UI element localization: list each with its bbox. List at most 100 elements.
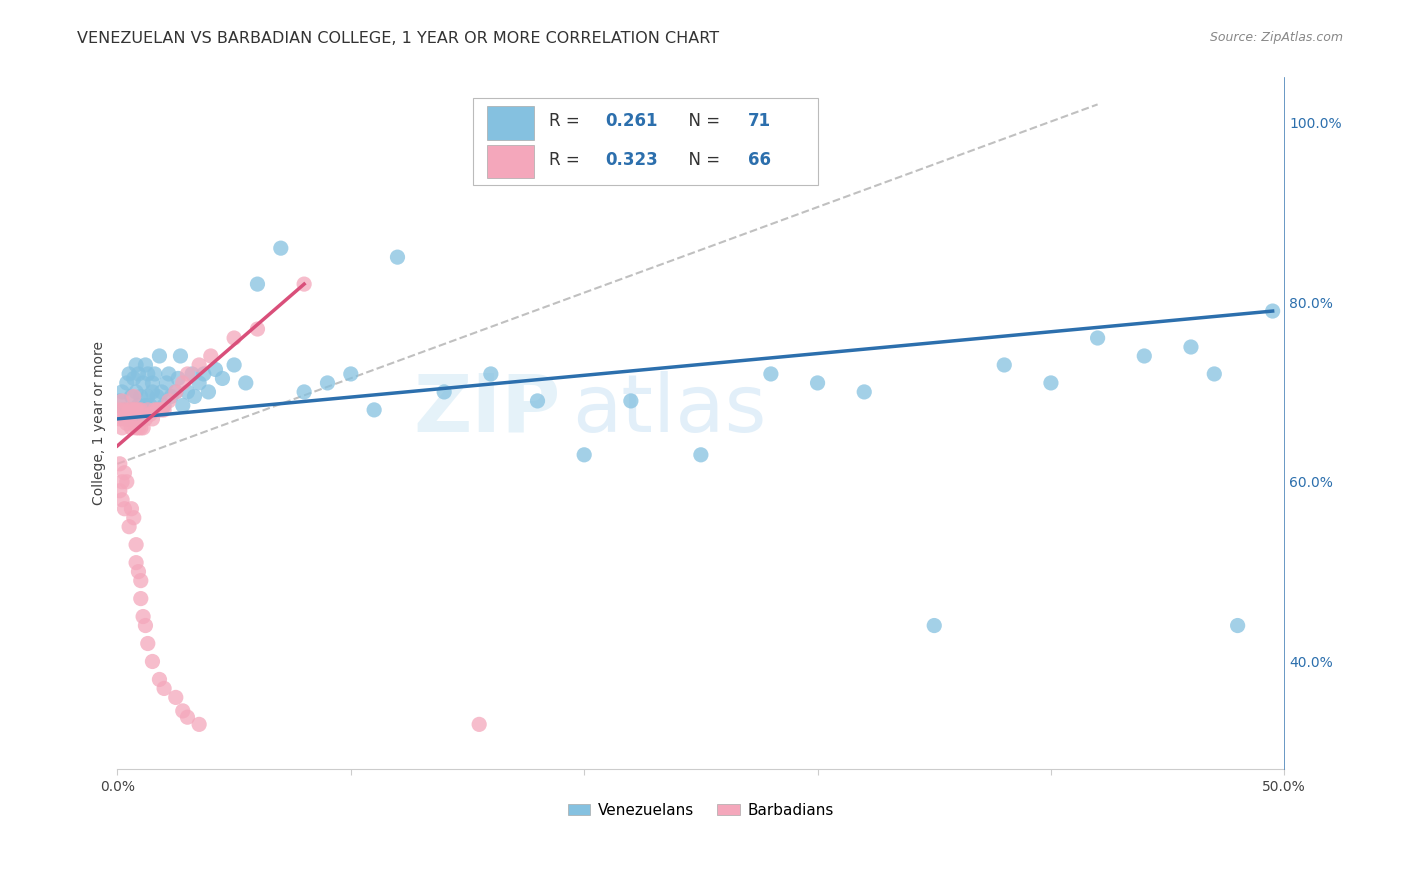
Point <box>292 384 315 399</box>
Point <box>143 367 166 381</box>
Point <box>114 403 136 417</box>
Point <box>176 367 198 381</box>
Point <box>122 412 145 426</box>
Point <box>139 408 162 422</box>
Point <box>235 376 257 390</box>
FancyBboxPatch shape <box>474 98 817 185</box>
Text: 0.261: 0.261 <box>605 112 658 130</box>
Point <box>134 412 156 426</box>
Point <box>136 636 159 650</box>
Text: ZIP: ZIP <box>413 370 561 449</box>
Point <box>120 501 142 516</box>
Point <box>1261 304 1284 318</box>
Point <box>129 412 152 426</box>
Point <box>125 358 148 372</box>
Point <box>211 371 233 385</box>
Text: 0.323: 0.323 <box>605 152 658 169</box>
Point <box>169 349 191 363</box>
Point <box>1133 349 1156 363</box>
Point <box>188 717 211 731</box>
Point <box>204 362 226 376</box>
Text: atlas: atlas <box>572 370 766 449</box>
Point <box>148 673 170 687</box>
Point <box>172 376 194 390</box>
Point <box>153 398 176 412</box>
Point <box>134 618 156 632</box>
Point <box>160 389 183 403</box>
Point <box>1226 618 1249 632</box>
Point <box>125 538 148 552</box>
Point <box>433 384 456 399</box>
Point <box>1087 331 1109 345</box>
Point <box>122 389 145 403</box>
Point <box>759 367 782 381</box>
Point <box>115 408 138 422</box>
Point <box>1039 376 1062 390</box>
Point <box>129 591 152 606</box>
Point <box>224 331 246 345</box>
Point <box>108 412 131 426</box>
Point <box>165 384 187 399</box>
Point <box>172 704 194 718</box>
Point <box>127 421 149 435</box>
Point <box>176 710 198 724</box>
Y-axis label: College, 1 year or more: College, 1 year or more <box>93 342 107 506</box>
Point <box>111 384 134 399</box>
Point <box>167 371 190 385</box>
Point <box>122 510 145 524</box>
Point <box>148 349 170 363</box>
Point <box>141 655 163 669</box>
Point <box>111 475 134 489</box>
Point <box>120 403 142 417</box>
Point <box>136 367 159 381</box>
Point <box>141 412 163 426</box>
Point <box>197 384 219 399</box>
Point <box>136 403 159 417</box>
Point <box>114 501 136 516</box>
Point <box>120 403 142 417</box>
Point <box>115 376 138 390</box>
Legend: Venezuelans, Barbadians: Venezuelans, Barbadians <box>561 797 841 824</box>
Point <box>132 421 155 435</box>
Point <box>141 376 163 390</box>
Point <box>122 412 145 426</box>
Text: 66: 66 <box>748 152 770 169</box>
Text: VENEZUELAN VS BARBADIAN COLLEGE, 1 YEAR OR MORE CORRELATION CHART: VENEZUELAN VS BARBADIAN COLLEGE, 1 YEAR … <box>77 31 720 46</box>
Point <box>165 384 187 399</box>
Point <box>125 384 148 399</box>
Point <box>114 412 136 426</box>
Point <box>127 565 149 579</box>
Point <box>200 349 222 363</box>
Text: N =: N = <box>678 112 725 130</box>
Point <box>572 448 595 462</box>
Point <box>111 492 134 507</box>
Point <box>181 367 204 381</box>
Point <box>143 403 166 417</box>
Point <box>526 393 548 408</box>
Point <box>150 403 173 417</box>
Bar <box>488 145 534 178</box>
Point <box>127 367 149 381</box>
Point <box>129 403 152 417</box>
Point <box>108 393 131 408</box>
Point <box>153 681 176 696</box>
Point <box>157 393 180 408</box>
Point <box>155 376 177 390</box>
Point <box>193 367 215 381</box>
Point <box>111 421 134 435</box>
Point <box>114 403 136 417</box>
Point <box>129 421 152 435</box>
Point <box>125 556 148 570</box>
Point <box>479 367 502 381</box>
Point <box>120 421 142 435</box>
Text: N =: N = <box>678 152 725 169</box>
Point <box>134 398 156 412</box>
Point <box>108 403 131 417</box>
Point <box>125 421 148 435</box>
Point <box>620 393 643 408</box>
Point <box>115 475 138 489</box>
Text: Source: ZipAtlas.com: Source: ZipAtlas.com <box>1209 31 1343 45</box>
Point <box>387 250 409 264</box>
Point <box>132 376 155 390</box>
Point <box>292 277 315 291</box>
